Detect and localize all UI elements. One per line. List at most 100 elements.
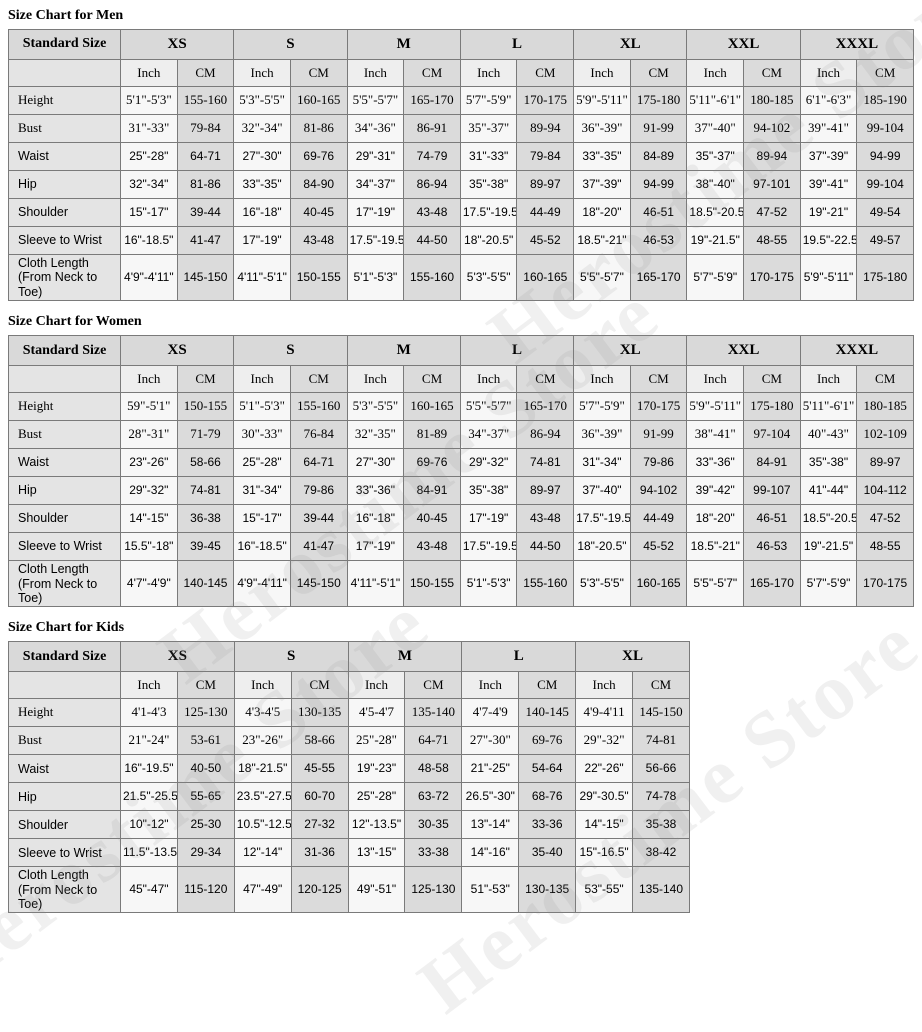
cm-header: CM [289, 59, 348, 87]
cell-cm: 74-78 [632, 782, 690, 812]
cell-cm: 81-86 [289, 114, 348, 143]
cell-cm: 43-48 [289, 226, 348, 255]
cell-cm: 86-94 [516, 420, 575, 450]
cell-inch: 29"-31" [346, 142, 405, 171]
row-label: Shoulder [8, 504, 121, 534]
inch-header: Inch [346, 59, 405, 87]
cell-cm: 30-35 [404, 810, 463, 840]
cell-inch: 33"-36" [686, 448, 745, 478]
cell-cm: 45-52 [516, 226, 575, 255]
cell-inch: 19"-21.5" [799, 532, 858, 562]
cell-inch: 4'11"-5'1" [346, 560, 405, 608]
cell-cm: 49-57 [856, 226, 914, 255]
cell-inch: 16"-18.5" [120, 226, 178, 255]
size-header-xs: XS [119, 29, 235, 60]
cell-inch: 4'9-4'11 [575, 698, 634, 728]
inch-header: Inch [461, 671, 520, 700]
cm-header: CM [289, 365, 348, 394]
cell-inch: 27"-30" [233, 142, 291, 171]
cell-inch: 38"-41" [686, 420, 745, 450]
cell-inch: 30"-33" [233, 420, 291, 450]
cell-inch: 10.5"-12.5" [233, 810, 292, 840]
cell-inch: 12"-13.5" [347, 810, 406, 840]
cell-cm: 45-52 [629, 532, 688, 562]
cell-cm: 175-180 [629, 86, 688, 115]
cell-inch: 18.5"-21" [573, 226, 631, 255]
cell-cm: 94-102 [629, 476, 688, 506]
cell-cm: 64-71 [404, 726, 463, 756]
row-label-text: Bust [18, 120, 42, 136]
cell-inch: 4'5-4'7 [347, 698, 406, 728]
cell-cm: 170-175 [516, 86, 575, 115]
cell-cm: 145-150 [289, 560, 348, 608]
cell-cm: 79-86 [289, 476, 348, 506]
cell-cm: 44-50 [516, 532, 575, 562]
cell-inch: 29"-32" [120, 476, 178, 506]
cell-cm: 160-165 [403, 392, 461, 422]
cell-inch: 17.5"-19.5" [459, 532, 518, 562]
cell-cm: 41-47 [176, 226, 235, 255]
cell-cm: 64-71 [176, 142, 235, 171]
cell-inch: 5'1"-5'3" [120, 86, 178, 115]
cell-cm: 89-94 [516, 114, 575, 143]
cell-inch: 4'11"-5'1" [233, 253, 291, 302]
cell-inch: 5'11"-6'1" [799, 392, 858, 422]
row-label: Shoulder [8, 810, 121, 840]
measurement-row-cloth-length: Cloth Length (From Neck to Toe) 4'7"-4'9" 1… [8, 560, 914, 608]
cell-inch: 18"-20" [573, 198, 631, 227]
row-label-text: Height [18, 704, 54, 720]
row-label: Bust [8, 420, 121, 450]
row-label: Height [8, 86, 121, 115]
inch-header: Inch [686, 365, 745, 394]
cell-inch: 18"-20" [686, 504, 745, 534]
cell-cm: 97-104 [743, 420, 801, 450]
cell-cm: 38-42 [632, 838, 690, 868]
cell-inch: 5'7"-5'9" [573, 392, 631, 422]
row-label-text: Waist [18, 761, 49, 776]
cell-inch: 16"-18" [346, 504, 405, 534]
cell-inch: 5'3"-5'5" [233, 86, 291, 115]
cell-inch: 5'3"-5'5" [459, 253, 518, 302]
cell-inch: 4'7-4'9 [461, 698, 520, 728]
cell-inch: 4'9"-4'11" [120, 253, 178, 302]
cm-header: CM [629, 59, 688, 87]
standard-size-header: Standard Size [8, 335, 121, 367]
cell-cm: 84-91 [403, 476, 461, 506]
cell-inch: 4'9"-4'11" [233, 560, 291, 608]
cell-cm: 155-160 [403, 253, 461, 302]
row-label: Bust [8, 726, 121, 756]
cell-inch: 4'1-4'3 [120, 698, 178, 728]
cell-cm: 48-58 [404, 754, 463, 784]
size-header-l: L [461, 641, 577, 673]
cell-cm: 33-36 [518, 810, 577, 840]
row-label-text: Bust [18, 732, 42, 748]
cell-cm: 84-90 [289, 170, 348, 199]
inch-header: Inch [233, 365, 291, 394]
measurement-row-cloth-length: Cloth Length (From Neck to Toe) 45"-47" 115… [8, 866, 690, 914]
size-header-xl: XL [573, 29, 688, 60]
cell-inch: 29"-32" [459, 448, 518, 478]
cell-cm: 68-76 [518, 782, 577, 812]
cell-cm: 115-120 [176, 866, 235, 914]
inch-header: Inch [799, 59, 858, 87]
cell-cm: 79-84 [516, 142, 575, 171]
cell-cm: 74-81 [632, 726, 690, 756]
cell-inch: 27"-30" [346, 448, 405, 478]
cell-cm: 145-150 [632, 698, 690, 728]
blank-cell [8, 365, 121, 394]
cm-header: CM [516, 365, 575, 394]
size-header-m: M [347, 641, 463, 673]
row-label-text: Hip [18, 177, 37, 192]
inch-header: Inch [120, 671, 178, 700]
cell-inch: 18.5"-21" [686, 532, 745, 562]
cell-inch: 36"-39" [573, 114, 631, 143]
cell-inch: 12"-14" [233, 838, 292, 868]
cell-inch: 23"-26" [120, 448, 178, 478]
row-label: Hip [8, 170, 121, 199]
cell-inch: 34"-36" [346, 114, 405, 143]
cell-cm: 36-38 [176, 504, 235, 534]
cell-inch: 25"-28" [233, 448, 291, 478]
cell-inch: 25"-28" [120, 142, 178, 171]
cell-cm: 155-160 [516, 560, 575, 608]
measurement-row-sleeve-to-wrist: Sleeve to Wrist 15.5"-18" 39-45 16"-18.5" 41… [8, 532, 914, 562]
